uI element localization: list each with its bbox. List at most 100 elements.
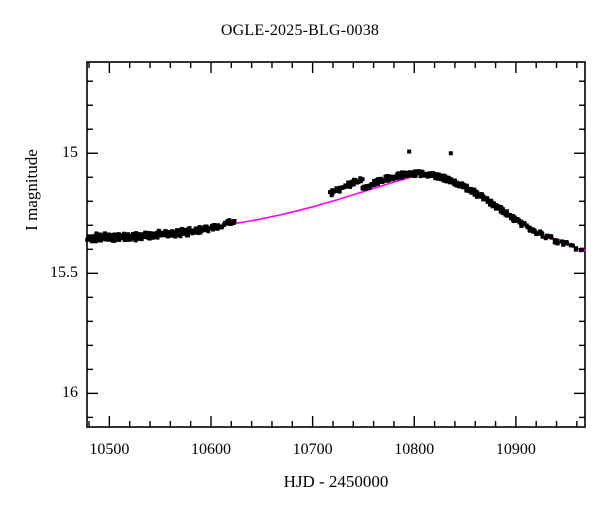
data-point: [335, 188, 340, 193]
data-point: [219, 225, 224, 230]
data-point: [176, 231, 181, 236]
data-point: [442, 178, 447, 183]
data-point: [193, 226, 198, 231]
data-point: [468, 186, 473, 191]
data-point: [137, 232, 142, 237]
data-point: [176, 228, 181, 233]
data-point: [505, 213, 510, 218]
data-point: [145, 233, 150, 238]
data-point: [472, 192, 477, 197]
y-tick-label: 15.5: [50, 264, 78, 282]
data-point: [400, 175, 405, 180]
y-axis-label: I magnitude: [22, 149, 41, 231]
data-point: [214, 225, 219, 230]
data-point: [110, 238, 115, 243]
data-point: [229, 221, 234, 226]
data-point: [397, 171, 402, 176]
data-point: [129, 237, 134, 242]
data-point: [563, 240, 568, 245]
data-point: [333, 188, 338, 193]
data-point: [570, 243, 575, 248]
data-point: [407, 170, 412, 175]
data-point: [553, 238, 558, 243]
data-point: [461, 184, 466, 189]
data-point: [225, 220, 229, 225]
data-point: [170, 229, 175, 234]
data-point: [164, 230, 169, 235]
data-point: [555, 238, 560, 243]
data-point: [412, 169, 417, 174]
data-point: [184, 230, 189, 235]
data-point: [504, 209, 509, 214]
data-point: [436, 176, 441, 181]
data-point: [91, 234, 96, 239]
data-point: [116, 236, 121, 241]
data-point: [227, 218, 232, 223]
x-axis-label: HJD - 2450000: [283, 472, 389, 491]
x-tick-label: 10900: [495, 441, 536, 458]
data-point: [527, 225, 532, 230]
data-point: [95, 234, 100, 239]
data-point: [527, 228, 532, 233]
data-point: [464, 188, 469, 193]
data-point: [133, 234, 138, 239]
y-tick-label: 15: [62, 144, 78, 162]
data-point: [358, 179, 363, 184]
data-point: [212, 223, 217, 228]
data-point: [519, 223, 524, 228]
data-point: [445, 175, 450, 180]
data-point: [579, 247, 584, 252]
plot-frame: [86, 61, 586, 428]
x-tick-label: 10500: [89, 441, 130, 458]
data-point: [549, 235, 554, 240]
data-point: [94, 231, 99, 236]
data-point: [356, 179, 361, 184]
data-point: [122, 238, 127, 243]
data-point: [352, 177, 357, 182]
data-point: [436, 172, 441, 177]
data-point: [105, 236, 110, 241]
data-point: [413, 173, 418, 178]
data-point: [419, 169, 424, 174]
data-point: [573, 247, 578, 252]
data-point: [363, 186, 368, 191]
data-point: [519, 219, 524, 224]
data-point: [496, 205, 501, 210]
data-point: [522, 221, 527, 226]
data-point: [196, 231, 201, 236]
data-point: [187, 228, 192, 233]
data-point: [401, 170, 406, 175]
data-point: [530, 229, 535, 234]
x-tick-label: 10700: [292, 441, 333, 458]
data-point: [186, 233, 191, 238]
data-point: [544, 233, 549, 238]
data-point: [131, 232, 136, 237]
data-point: [539, 230, 544, 235]
data-point: [196, 227, 201, 232]
data-point: [187, 226, 192, 231]
data-point: [153, 234, 158, 239]
data-point: [193, 228, 198, 233]
model-curve: [86, 172, 586, 252]
data-point: [450, 178, 455, 183]
data-point: [543, 236, 548, 241]
x-tick-label: 10600: [190, 441, 231, 458]
data-point: [98, 238, 103, 243]
data-point: [540, 234, 545, 239]
data-point: [470, 190, 475, 195]
outlier-point: [448, 151, 453, 156]
data-point: [179, 231, 184, 236]
data-point: [358, 176, 363, 181]
data-point: [156, 231, 161, 236]
data-point: [452, 178, 457, 183]
data-point: [202, 227, 207, 232]
data-point: [499, 206, 504, 211]
data-point: [122, 231, 127, 236]
data-point: [327, 190, 332, 195]
data-point: [510, 213, 515, 218]
data-point: [89, 239, 94, 244]
data-point: [348, 182, 353, 187]
y-tick-label: 16: [62, 384, 78, 402]
